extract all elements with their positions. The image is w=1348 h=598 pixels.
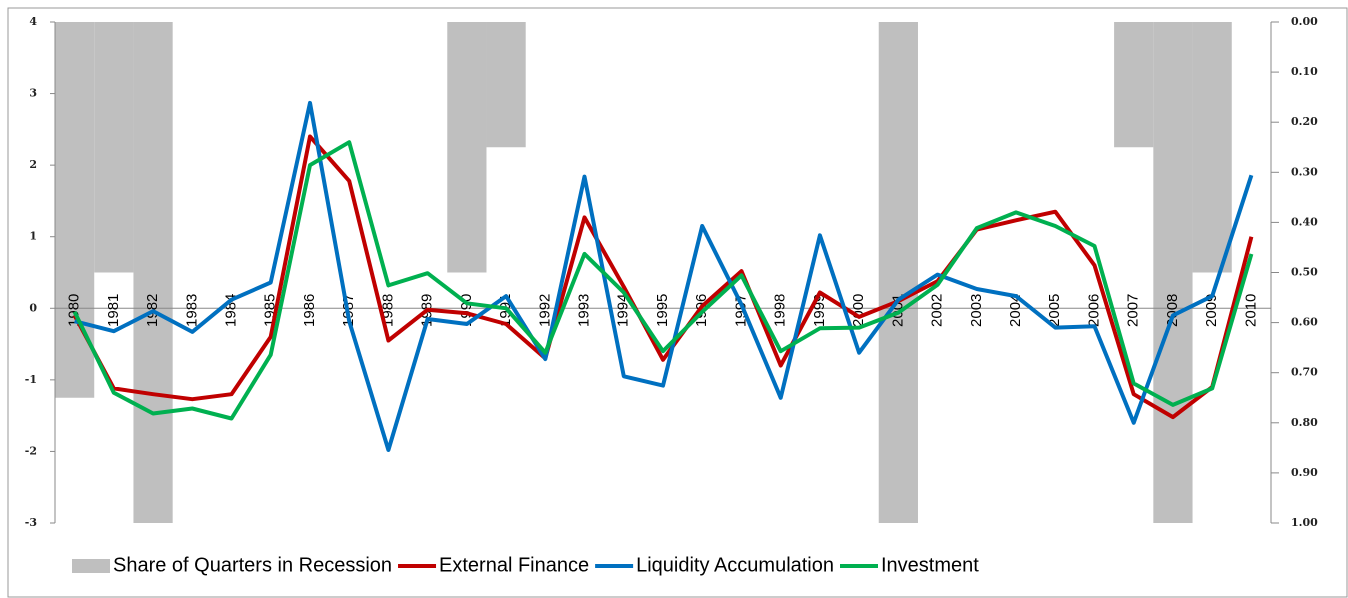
- y-tick-label: 4: [29, 15, 37, 28]
- recession-bar: [133, 22, 173, 523]
- recession-bar: [447, 22, 487, 273]
- x-tick-label: 1992: [536, 294, 553, 327]
- series-line: [72, 134, 1254, 420]
- x-tick-label: 2007: [1125, 294, 1142, 327]
- recession-bar: [1192, 22, 1232, 273]
- x-tick-label: 2003: [968, 294, 985, 327]
- x-tick-label: 1993: [576, 294, 593, 327]
- x-tick-label: 1995: [654, 294, 671, 327]
- y2-tick-label: 0.80: [1291, 416, 1318, 429]
- chart-frame: [7, 7, 1348, 598]
- x-tick-label: 2000: [850, 294, 867, 327]
- x-tick-label: 2006: [1085, 294, 1102, 327]
- y2-tick-label: 0.90: [1291, 466, 1318, 479]
- y-tick-label: -1: [25, 373, 37, 386]
- x-tick-label: 2008: [1164, 294, 1181, 327]
- x-tick-label: 1983: [183, 294, 200, 327]
- recession-bar: [486, 22, 526, 148]
- y2-tick-label: 0.60: [1291, 316, 1318, 329]
- legend-label: Share of Quarters in Recession: [113, 554, 392, 576]
- x-tick-label: 2004: [1007, 294, 1024, 327]
- x-tick-label: 1994: [615, 294, 632, 327]
- x-tick-label: 1998: [772, 294, 789, 327]
- y-tick-label: 3: [29, 87, 37, 100]
- x-tick-label: 1997: [732, 294, 749, 327]
- y2-tick-label: 0.10: [1291, 65, 1318, 78]
- legend-label: Liquidity Accumulation: [636, 554, 834, 576]
- legend-label: Investment: [881, 554, 979, 576]
- y-tick-label: -2: [25, 444, 37, 457]
- legend-swatch: [72, 559, 110, 573]
- y2-tick-label: 0.50: [1291, 266, 1318, 279]
- y2-tick-label: 1.00: [1291, 516, 1318, 529]
- y-tick-label: 1: [29, 230, 37, 243]
- series-line: [74, 100, 1254, 452]
- y2-tick-label: 0.00: [1291, 15, 1318, 28]
- y-tick-label: 0: [29, 301, 37, 314]
- recession-bar: [1153, 22, 1193, 523]
- x-tick-label: 2009: [1203, 294, 1220, 327]
- recession-bar: [94, 22, 134, 273]
- x-tick-label: 1981: [105, 294, 122, 327]
- series-line: [72, 140, 1254, 421]
- y2-tick-label: 0.30: [1291, 165, 1318, 178]
- x-tick-label: 1986: [301, 294, 318, 327]
- y-tick-label: -3: [25, 516, 37, 529]
- recession-bar: [878, 22, 918, 523]
- x-tick-label: 2005: [1046, 294, 1063, 327]
- legend-label: External Finance: [439, 554, 589, 576]
- y-tick-label: 2: [29, 158, 37, 171]
- x-tick-label: 2010: [1242, 294, 1259, 327]
- y2-tick-label: 0.70: [1291, 366, 1318, 379]
- recession-bar: [1114, 22, 1154, 148]
- x-tick-label: 1999: [811, 294, 828, 327]
- y2-tick-label: 0.40: [1291, 215, 1318, 228]
- y2-tick-label: 0.20: [1291, 115, 1318, 128]
- x-tick-label: 2002: [929, 294, 946, 327]
